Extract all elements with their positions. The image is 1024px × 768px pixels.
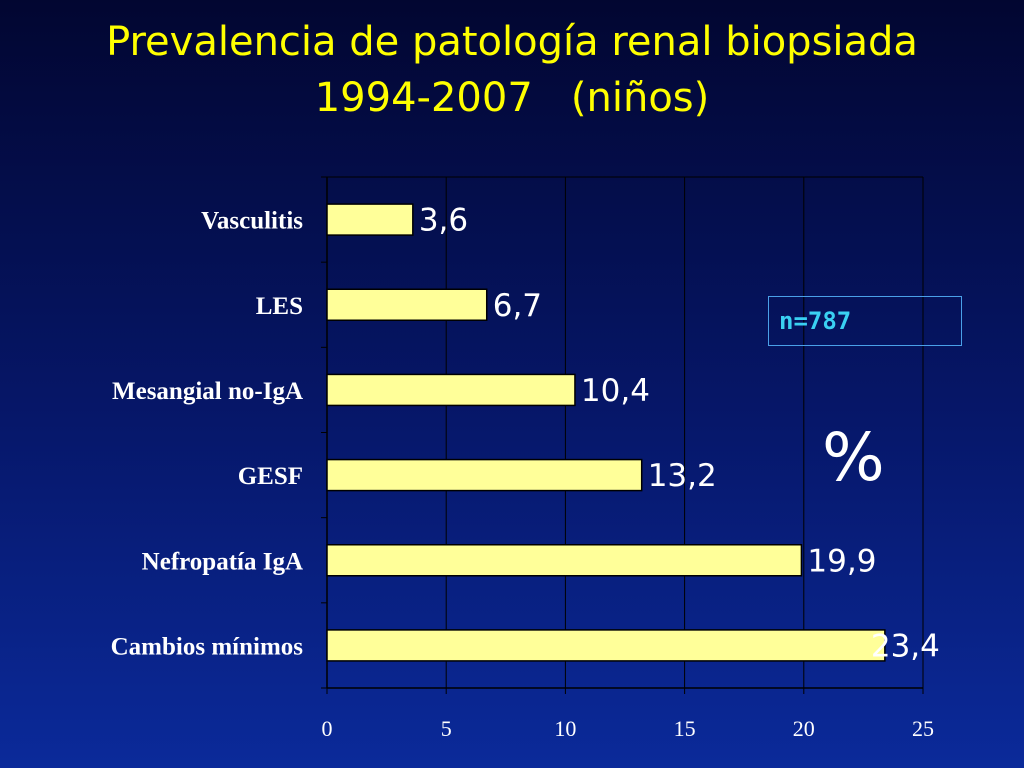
bar-4	[326, 544, 803, 577]
data-label-0: 3,6	[419, 203, 468, 239]
category-label-5: Cambios mínimos	[111, 633, 304, 660]
category-label-2: Mesangial no-IgA	[112, 378, 303, 405]
data-label-2: 10,4	[581, 373, 650, 409]
bar-3	[326, 458, 643, 492]
bar-1	[326, 288, 488, 321]
data-label-5: 23,4	[871, 628, 940, 664]
bar-5	[326, 629, 886, 662]
title-line-1: Prevalencia de patología renal biopsiada	[106, 19, 918, 65]
bar-0	[326, 203, 414, 236]
title-line-2: 1994-2007 (niños)	[314, 75, 710, 121]
x-tick-label-1: 5	[441, 716, 452, 741]
x-tick-label-0: 0	[322, 716, 333, 741]
x-tick-label-4: 20	[793, 716, 815, 741]
sample-size-box: n=787	[768, 296, 962, 346]
category-label-0: Vasculitis	[201, 208, 303, 235]
x-tick-label-2: 10	[554, 716, 576, 741]
category-label-3: GESF	[238, 463, 303, 490]
category-label-1: LES	[256, 293, 303, 320]
data-label-1: 6,7	[493, 288, 542, 324]
chart-title: Prevalencia de patología renal biopsiada…	[0, 14, 1024, 126]
data-label-4: 19,9	[807, 543, 876, 579]
x-tick-label-3: 15	[674, 716, 696, 741]
bar-2	[326, 373, 576, 407]
data-label-3: 13,2	[648, 458, 717, 494]
category-label-4: Nefropatía IgA	[142, 548, 303, 575]
x-tick-label-5: 25	[912, 716, 934, 741]
percent-unit-label: %	[822, 419, 885, 496]
